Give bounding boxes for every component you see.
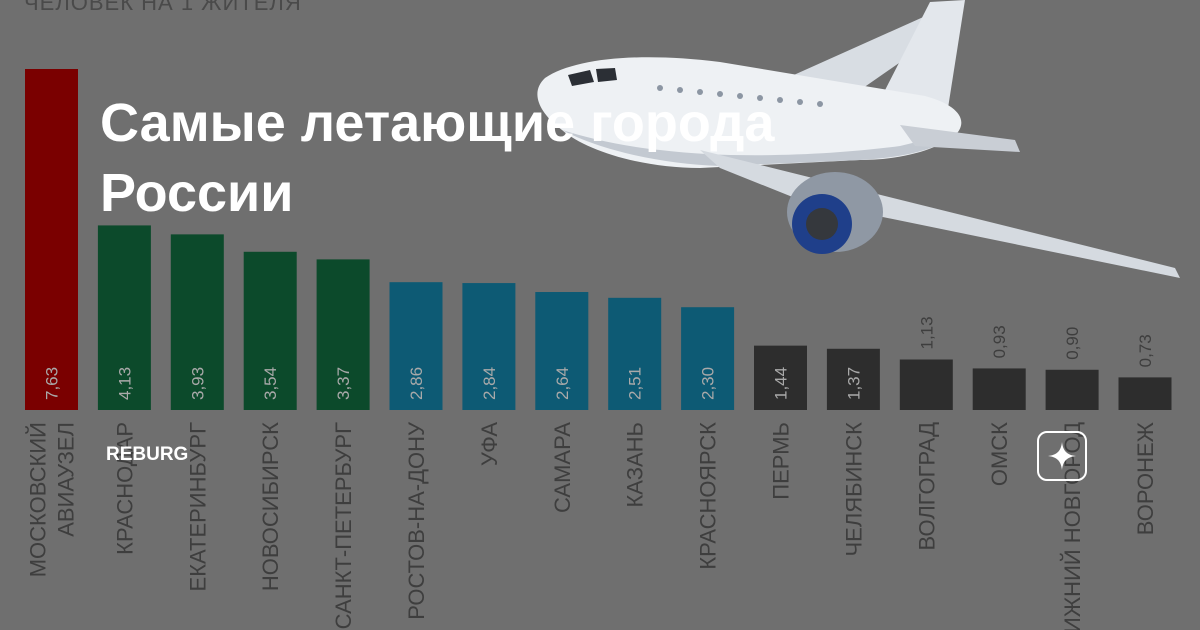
value-label: 2,64 — [553, 367, 572, 400]
bar-15 — [1045, 369, 1099, 410]
category-label: МОСКОВСКИЙ — [26, 422, 51, 577]
page-title: Самые летающие города России — [100, 93, 775, 223]
category-label: ЧЕЛЯБИНСК — [841, 422, 866, 557]
bar-4 — [243, 251, 297, 410]
category-label: АВИАУЗЕЛ — [54, 422, 79, 537]
top-caption: ЧЕЛОВЕК НА 1 ЖИТЕЛЯ — [24, 0, 302, 15]
value-label: 0,90 — [1063, 327, 1082, 360]
category-label: НОВОСИБИРСК — [258, 422, 283, 591]
bar-16 — [1118, 377, 1172, 410]
value-label: 2,84 — [480, 367, 499, 400]
brand-label: REBURG — [106, 444, 189, 465]
bar-10 — [681, 307, 735, 410]
bar-8 — [535, 292, 589, 410]
category-label: ПЕРМЬ — [769, 422, 794, 500]
value-label: 4,13 — [115, 367, 134, 400]
bar-13 — [899, 359, 953, 410]
category-label: КРАСНОДАР — [112, 422, 137, 555]
bar-1 — [25, 69, 78, 410]
value-label: 7,63 — [43, 367, 62, 400]
category-label: УФА — [477, 422, 502, 466]
bar-9 — [608, 297, 662, 410]
value-label: 0,93 — [990, 325, 1009, 358]
value-label: 2,51 — [626, 367, 645, 400]
bar-3 — [170, 234, 224, 410]
category-label: КРАСНОЯРСК — [696, 422, 721, 570]
value-label: 3,54 — [261, 367, 280, 400]
bar-6 — [389, 282, 443, 410]
category-label: ЕКАТЕРИНБУРГ — [185, 422, 210, 592]
value-label: 0,73 — [1136, 334, 1155, 367]
airplane-icon — [537, 0, 1180, 278]
category-label: КАЗАНЬ — [623, 422, 648, 508]
bar-2 — [97, 225, 151, 410]
bar-14 — [972, 368, 1026, 410]
value-label: 2,30 — [699, 367, 718, 400]
value-label: 2,86 — [407, 367, 426, 400]
category-label: ВОЛГОГРАД — [914, 422, 939, 551]
bar-5 — [316, 259, 370, 410]
value-label: 3,37 — [334, 367, 353, 400]
bar-12 — [826, 348, 880, 410]
category-label: САНКТ-ПЕТЕРБУРГ — [331, 422, 356, 629]
value-label: 1,44 — [772, 367, 791, 400]
bar-11 — [754, 345, 807, 410]
category-label: САМАРА — [550, 422, 575, 513]
share-button[interactable] — [1037, 431, 1087, 481]
bar-7 — [462, 283, 516, 410]
category-label: РОСТОВ-НА-ДОНУ — [404, 421, 429, 620]
value-label: 3,93 — [188, 367, 207, 400]
category-label: ВОРОНЕЖ — [1133, 421, 1158, 535]
sparkle-star-icon — [1048, 442, 1076, 470]
value-label: 1,13 — [917, 316, 936, 349]
value-label: 1,37 — [844, 367, 863, 400]
category-label: ОМСК — [987, 422, 1012, 486]
